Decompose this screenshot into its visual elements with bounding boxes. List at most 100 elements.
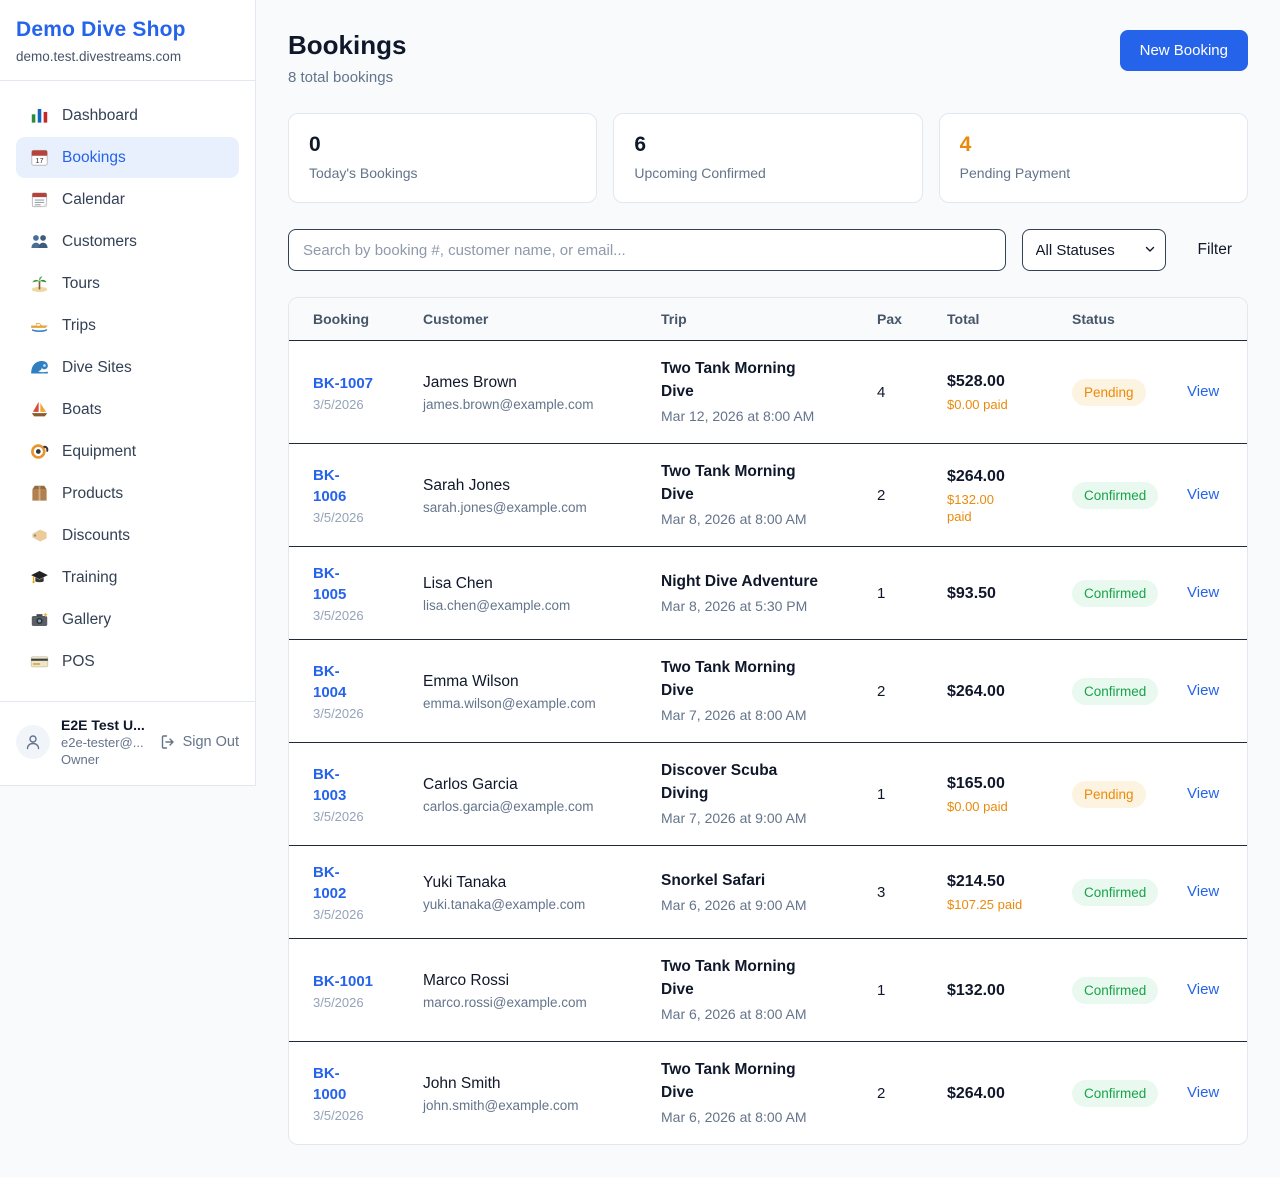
search-input[interactable]: [288, 229, 1006, 271]
page-header: Bookings 8 total bookings New Booking: [288, 30, 1248, 86]
customer-email: john.smith@example.com: [423, 1098, 579, 1113]
pax-count: 3: [877, 883, 886, 901]
sidebar: Demo Dive Shop demo.test.divestreams.com…: [0, 0, 256, 786]
credit-card-icon: [30, 652, 49, 671]
booking-id-link[interactable]: BK-1006: [313, 467, 347, 505]
people-icon: [30, 232, 49, 251]
stat-card-todays-bookings: 0 Today's Bookings: [288, 113, 598, 203]
sign-out-label: Sign Out: [182, 734, 239, 750]
sidebar-item-pos[interactable]: POS: [16, 641, 239, 682]
customer-email: james.brown@example.com: [423, 397, 594, 412]
filter-button[interactable]: Filter: [1182, 233, 1248, 267]
total-amount: $214.50: [947, 873, 1005, 890]
booking-id-link[interactable]: BK-1003: [313, 766, 347, 804]
view-link[interactable]: View: [1187, 981, 1220, 998]
pax-count: 2: [877, 1084, 886, 1102]
sidebar-nav: Dashboard 17 Bookings Calendar Customers…: [0, 81, 255, 693]
view-link[interactable]: View: [1187, 785, 1220, 802]
booking-id-link[interactable]: BK-1007: [313, 374, 374, 392]
new-booking-button[interactable]: New Booking: [1119, 30, 1248, 71]
sidebar-item-label: Gallery: [62, 610, 112, 628]
customer-name: Sarah Jones: [423, 477, 511, 494]
page-title: Bookings: [288, 30, 407, 60]
booking-id-link[interactable]: BK-1005: [313, 565, 347, 603]
trip-datetime: Mar 6, 2026 at 8:00 AM: [661, 1006, 807, 1022]
booking-id-link[interactable]: BK-1000: [313, 1065, 347, 1103]
column-header-pax: Pax: [877, 311, 902, 327]
sidebar-item-bookings[interactable]: 17 Bookings: [16, 137, 239, 178]
logout-icon: [161, 735, 174, 749]
sidebar-item-boats[interactable]: Boats: [16, 389, 239, 430]
view-link[interactable]: View: [1187, 383, 1220, 400]
sidebar-item-training[interactable]: Training: [16, 557, 239, 598]
table-row: BK-1002 3/5/2026 Yuki Tanaka yuki.tanaka@e…: [289, 846, 1247, 939]
table-row: BK-1003 3/5/2026 Carlos Garcia carlos.garc…: [289, 743, 1247, 846]
sidebar-item-calendar[interactable]: Calendar: [16, 179, 239, 220]
customer-name: Carlos Garcia: [423, 776, 518, 793]
booking-id-link[interactable]: BK-1001: [313, 972, 374, 990]
sidebar-item-gallery[interactable]: Gallery: [16, 599, 239, 640]
booking-date: 3/5/2026: [313, 907, 364, 922]
filter-row: All Statuses Filter: [288, 229, 1248, 271]
sidebar-item-label: Boats: [62, 400, 102, 418]
pax-count: 4: [877, 383, 886, 401]
pax-count: 2: [877, 486, 886, 504]
column-header-actions: [1187, 311, 1223, 327]
view-link[interactable]: View: [1187, 682, 1220, 699]
status-select[interactable]: All Statuses: [1021, 229, 1166, 271]
package-icon: [30, 484, 49, 503]
page-title-block: Bookings 8 total bookings: [288, 30, 406, 86]
tag-icon: [30, 526, 49, 545]
sidebar-item-dive-sites[interactable]: Dive Sites: [16, 347, 239, 388]
status-badge: Confirmed: [1072, 579, 1159, 607]
sidebar-item-customers[interactable]: Customers: [16, 221, 239, 262]
view-link[interactable]: View: [1187, 883, 1220, 900]
customer-name: Lisa Chen: [423, 575, 493, 592]
booking-date: 3/5/2026: [313, 510, 364, 525]
customer-email: marco.rossi@example.com: [423, 995, 587, 1010]
pax-count: 1: [877, 785, 886, 803]
view-link[interactable]: View: [1187, 486, 1220, 503]
sidebar-item-discounts[interactable]: Discounts: [16, 515, 239, 556]
island-icon: [30, 274, 49, 293]
bookings-table: Booking Customer Trip Pax Total Status B…: [288, 297, 1248, 1145]
sidebar-item-label: Customers: [62, 232, 137, 250]
total-amount: $264.00: [947, 1084, 1005, 1102]
sidebar-item-dashboard[interactable]: Dashboard: [16, 95, 239, 136]
paid-amount: $0.00 paid: [947, 799, 1008, 814]
sidebar-item-tours[interactable]: Tours: [16, 263, 239, 304]
sidebar-item-equipment[interactable]: Equipment: [16, 431, 239, 472]
sidebar-item-trips[interactable]: Trips: [16, 305, 239, 346]
sign-out-button[interactable]: Sign Out: [160, 734, 239, 750]
booking-id-link[interactable]: BK-1002: [313, 864, 347, 902]
view-link[interactable]: View: [1187, 1084, 1220, 1101]
shop-header: Demo Dive Shop demo.test.divestreams.com: [0, 0, 255, 81]
booking-id-link[interactable]: BK-1004: [313, 663, 347, 701]
table-header-row: Booking Customer Trip Pax Total Status: [289, 298, 1247, 341]
tear-off-calendar-icon: [30, 190, 49, 209]
svg-text:17: 17: [35, 156, 43, 165]
speedboat-icon: [30, 316, 49, 335]
dive-mask-icon: [30, 442, 49, 461]
booking-date: 3/5/2026: [313, 994, 364, 1010]
status-badge: Confirmed: [1072, 1079, 1159, 1107]
shop-domain: demo.test.divestreams.com: [16, 49, 182, 64]
customer-email: yuki.tanaka@example.com: [423, 897, 586, 912]
trip-title: Two Tank Morning Dive: [661, 463, 796, 503]
sidebar-item-label: POS: [62, 652, 95, 670]
total-amount: $264.00: [947, 467, 1005, 485]
customer-email: emma.wilson@example.com: [423, 696, 596, 711]
graduation-cap-icon: [30, 568, 49, 587]
status-badge: Confirmed: [1072, 481, 1159, 509]
stats-row: 0 Today's Bookings 6 Upcoming Confirmed …: [288, 113, 1248, 203]
table-row: BK-1006 3/5/2026 Sarah Jones sarah.jones@e…: [289, 444, 1247, 547]
total-amount: $165.00: [947, 775, 1005, 792]
sidebar-item-products[interactable]: Products: [16, 473, 239, 514]
view-link[interactable]: View: [1187, 584, 1220, 601]
sidebar-item-label: Trips: [62, 316, 96, 334]
trip-datetime: Mar 7, 2026 at 9:00 AM: [661, 810, 807, 826]
stat-value: 6: [634, 133, 647, 156]
trip-title: Two Tank Morning Dive: [661, 659, 796, 699]
pax-count: 1: [877, 584, 886, 602]
calendar-date-icon: 17: [30, 148, 49, 167]
